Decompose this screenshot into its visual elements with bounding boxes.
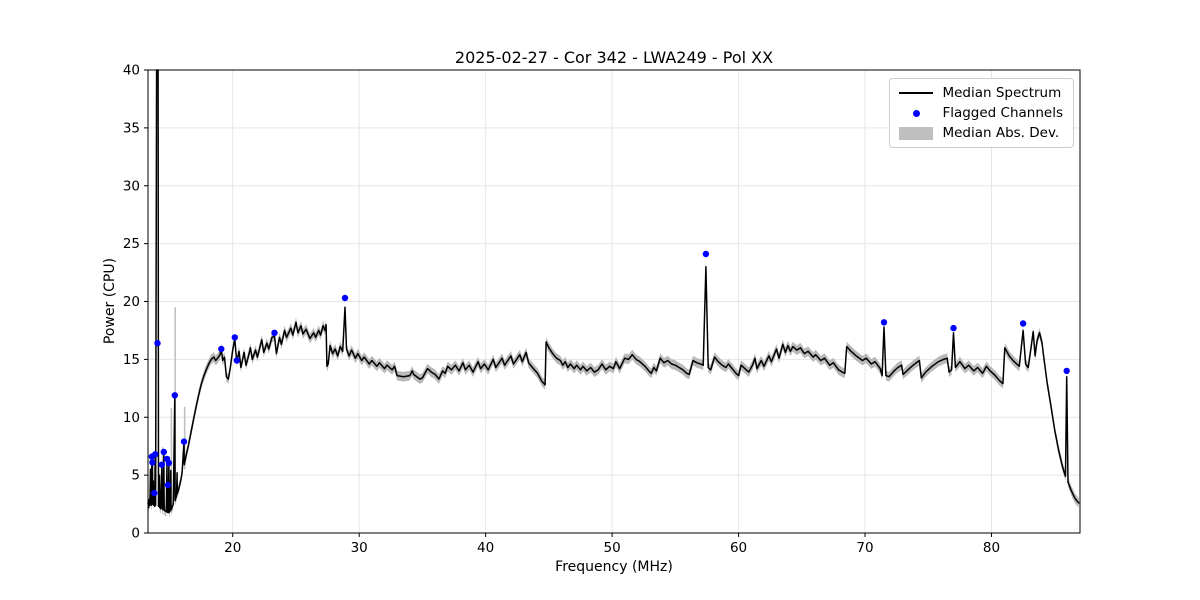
flagged-channel-dot: [231, 334, 238, 341]
y-tick-label: 20: [123, 294, 140, 310]
x-tick-label: 80: [983, 540, 1000, 556]
flagged-channel-dot: [152, 451, 159, 458]
y-tick-label: 30: [123, 178, 140, 194]
y-tick-label: 10: [123, 410, 140, 426]
y-tick-label: 15: [123, 352, 140, 368]
y-tick-label: 5: [131, 468, 140, 484]
flagged-channel-dot: [233, 357, 240, 364]
legend-item-median-abs-dev: Median Abs. Dev.: [899, 125, 1063, 141]
y-tick-label: 40: [123, 63, 140, 79]
x-tick-label: 30: [351, 540, 368, 556]
flagged-channel-dot: [151, 489, 158, 497]
x-tick-label: 60: [730, 540, 747, 556]
flagged-channel-dot: [341, 294, 349, 302]
legend: Median Spectrum Flagged Channels Median …: [889, 78, 1074, 148]
y-tick-label: 25: [123, 236, 140, 252]
x-axis-label: Frequency (MHz): [555, 559, 673, 575]
legend-item-median-spectrum: Median Spectrum: [899, 85, 1063, 101]
flagged-channel-dot: [160, 448, 167, 456]
flagged-channel-dot: [171, 392, 178, 399]
x-tick-label: 20: [224, 540, 241, 556]
y-tick-label: 0: [131, 526, 140, 542]
x-tick-label: 40: [477, 540, 494, 556]
flagged-dot-marker-icon: [899, 109, 933, 117]
x-tick-label: 70: [856, 540, 873, 556]
flagged-channel-dot: [158, 461, 166, 468]
flagged-channel-dot: [880, 319, 888, 326]
legend-label: Median Spectrum: [942, 85, 1062, 101]
flagged-channel-dot: [149, 459, 156, 466]
mad-patch-marker-icon: [899, 126, 934, 140]
x-tick-label: 50: [604, 540, 621, 556]
chart-title: 2025-02-27 - Cor 342 - LWA249 - Pol XX: [454, 48, 774, 67]
flagged-channel-dot: [165, 459, 173, 467]
median-spectrum-line: [147, 69, 1080, 514]
legend-label: Median Abs. Dev.: [942, 125, 1060, 141]
median-line-marker-icon: [899, 92, 934, 94]
flagged-channel-dot: [702, 250, 710, 258]
legend-item-flagged-channels: Flagged Channels: [899, 105, 1063, 121]
flagged-channel-dot: [1063, 367, 1070, 375]
flagged-channel-dot: [1019, 320, 1027, 327]
y-tick-label: 35: [123, 120, 140, 136]
flagged-channel-dot: [950, 324, 957, 332]
flagged-channel-dot: [154, 340, 161, 347]
flagged-channel-dot: [218, 345, 225, 353]
flagged-channel-dot: [180, 438, 188, 445]
flagged-channel-dot: [271, 329, 278, 336]
legend-label: Flagged Channels: [942, 105, 1063, 121]
flagged-channel-dot: [164, 481, 172, 489]
y-axis-label: Power (CPU): [102, 257, 118, 345]
